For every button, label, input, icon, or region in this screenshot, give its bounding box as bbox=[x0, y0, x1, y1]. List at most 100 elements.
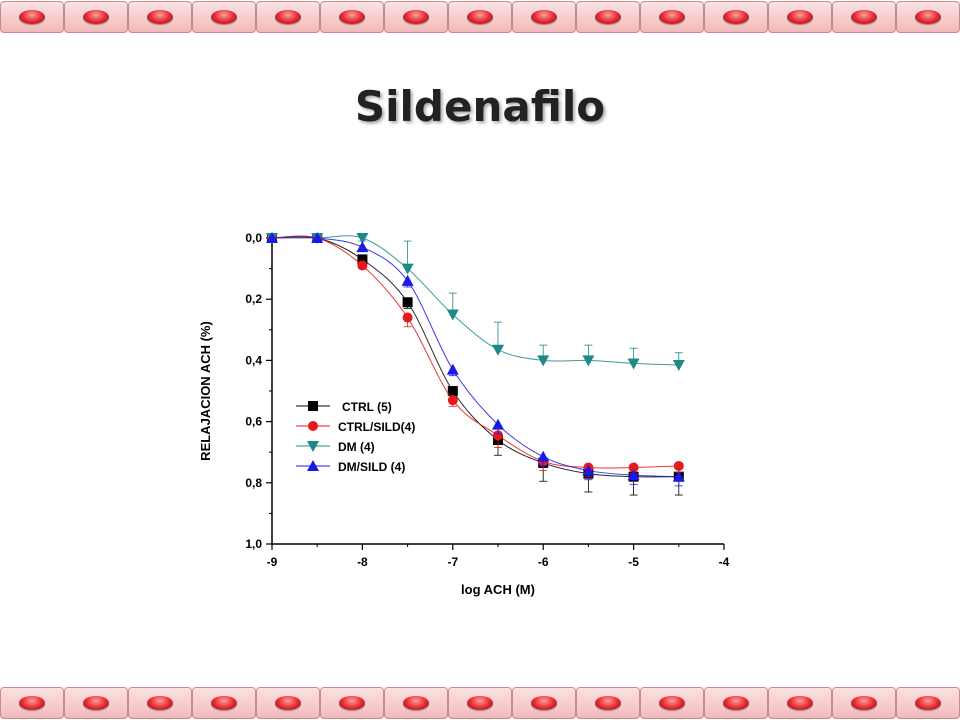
red-cell-icon bbox=[211, 10, 237, 24]
y-tick-label: 0,0 bbox=[245, 231, 262, 245]
border-cell bbox=[192, 1, 256, 33]
y-axis-label: RELAJACION ACH (%) bbox=[198, 321, 213, 461]
red-cell-icon bbox=[723, 10, 749, 24]
border-cell bbox=[448, 1, 512, 33]
slide-title: Sildenafilo bbox=[354, 82, 606, 131]
border-cell bbox=[896, 1, 960, 33]
x-tick-label: -8 bbox=[357, 555, 368, 569]
border-cell bbox=[832, 687, 896, 719]
legend-marker bbox=[307, 441, 319, 452]
border-cell bbox=[256, 1, 320, 33]
border-cell bbox=[896, 687, 960, 719]
x-tick-label: -7 bbox=[447, 555, 458, 569]
data-point bbox=[357, 260, 368, 271]
red-cell-icon bbox=[851, 696, 877, 710]
red-cell-icon bbox=[595, 10, 621, 24]
legend-label: CTRL (5) bbox=[342, 400, 392, 414]
data-point bbox=[266, 232, 278, 243]
border-cell bbox=[832, 1, 896, 33]
data-point bbox=[446, 363, 459, 375]
data-point bbox=[447, 395, 458, 406]
data-point bbox=[402, 312, 413, 323]
red-cell-icon bbox=[19, 696, 45, 710]
red-cell-icon bbox=[211, 696, 237, 710]
data-point bbox=[672, 359, 685, 371]
red-cell-icon bbox=[467, 696, 493, 710]
red-cell-icon bbox=[659, 10, 685, 24]
data-point bbox=[493, 430, 503, 441]
data-point bbox=[628, 462, 639, 473]
top-border-strip bbox=[0, 0, 960, 34]
series-line bbox=[272, 235, 679, 366]
data-point bbox=[627, 469, 640, 481]
border-cell bbox=[384, 1, 448, 33]
x-tick-label: -5 bbox=[628, 555, 639, 569]
data-point bbox=[311, 232, 324, 243]
border-cell bbox=[640, 687, 704, 719]
data-point bbox=[447, 386, 458, 396]
red-cell-icon bbox=[147, 696, 173, 710]
legend-marker bbox=[307, 460, 319, 471]
data-point bbox=[537, 355, 550, 367]
border-cell bbox=[576, 1, 640, 33]
border-cell bbox=[768, 687, 832, 719]
red-cell-icon bbox=[275, 696, 301, 710]
data-point bbox=[402, 297, 413, 308]
red-cell-icon bbox=[915, 696, 941, 710]
dose-response-chart: 0,0 0,2 0,4 0,6 0,8 1,0 -9 -8 -7 -6 -5 -4 log ACH (M… bbox=[198, 231, 730, 597]
red-cell-icon bbox=[339, 696, 365, 710]
legend-label: DM (4) bbox=[338, 440, 375, 454]
data-point bbox=[537, 450, 550, 462]
border-cell bbox=[704, 1, 768, 33]
red-cell-icon bbox=[403, 10, 429, 24]
red-cell-icon bbox=[147, 10, 173, 24]
border-cell bbox=[640, 1, 704, 33]
border-cell bbox=[0, 687, 64, 719]
legend-label: CTRL/SILD(4) bbox=[338, 420, 415, 434]
red-cell-icon bbox=[787, 696, 813, 710]
y-tick-label: 0,2 bbox=[245, 292, 262, 306]
border-cell bbox=[320, 687, 384, 719]
border-cell bbox=[768, 1, 832, 33]
border-cell bbox=[320, 1, 384, 33]
red-cell-icon bbox=[467, 10, 493, 24]
border-cell bbox=[576, 687, 640, 719]
red-cell-icon bbox=[83, 10, 109, 24]
red-cell-icon bbox=[83, 696, 109, 710]
border-cell bbox=[64, 1, 128, 33]
red-cell-icon bbox=[659, 696, 685, 710]
data-point bbox=[401, 274, 414, 286]
y-tick-label: 0,4 bbox=[245, 353, 262, 367]
legend-marker bbox=[308, 401, 318, 411]
border-cell bbox=[256, 687, 320, 719]
border-cell bbox=[704, 687, 768, 719]
red-cell-icon bbox=[787, 10, 813, 24]
bottom-border-strip bbox=[0, 686, 960, 720]
red-cell-icon bbox=[531, 10, 557, 24]
data-point bbox=[356, 241, 369, 253]
series-line bbox=[271, 235, 679, 478]
red-cell-icon bbox=[595, 696, 621, 710]
series-line bbox=[271, 235, 679, 469]
legend-marker bbox=[308, 421, 318, 431]
red-cell-icon bbox=[531, 696, 557, 710]
data-point bbox=[582, 355, 595, 367]
data-point bbox=[582, 464, 595, 476]
x-tick-label: -4 bbox=[719, 555, 730, 569]
data-point bbox=[673, 460, 684, 471]
x-tick-label: -9 bbox=[267, 555, 278, 569]
red-cell-icon bbox=[403, 696, 429, 710]
border-cell bbox=[128, 1, 192, 33]
border-cell bbox=[512, 687, 576, 719]
data-point bbox=[401, 263, 414, 275]
data-point bbox=[672, 470, 685, 482]
border-cell bbox=[448, 687, 512, 719]
border-cell bbox=[384, 687, 448, 719]
red-cell-icon bbox=[339, 10, 365, 24]
legend-label: DM/SILD (4) bbox=[338, 460, 405, 474]
data-point bbox=[357, 254, 368, 265]
series-line bbox=[271, 236, 679, 478]
border-cell bbox=[192, 687, 256, 719]
data-point bbox=[492, 344, 504, 356]
data-point bbox=[492, 418, 504, 430]
